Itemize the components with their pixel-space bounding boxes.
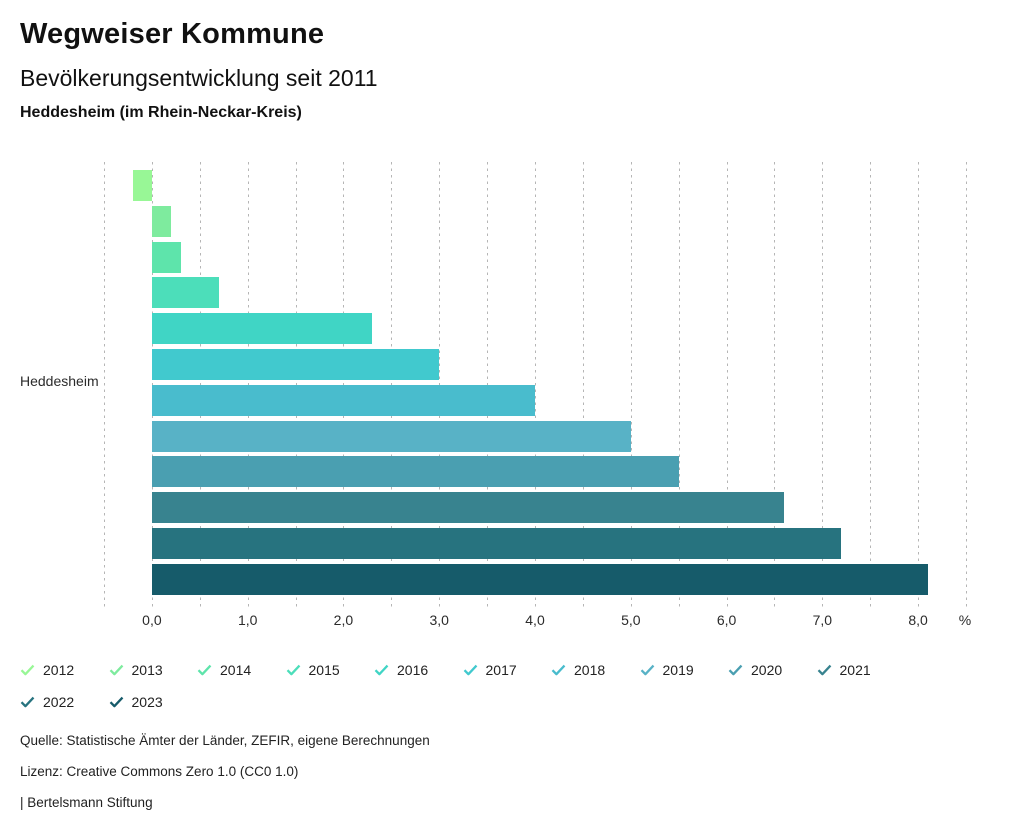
bar-2022[interactable] [151,528,842,559]
x-axis-unit-label: % [958,612,972,628]
legend-label: 2020 [751,662,783,678]
chart-legend: 2012 2013 2014 2015 2016 2017 2018 2019 2020 2021… [20,654,910,718]
x-tick-label: 3,0 [429,612,449,628]
legend-label: 2013 [131,662,163,678]
legend-item-2014[interactable]: 2014 [197,654,286,686]
check-icon [817,664,832,676]
bar-2013[interactable] [151,205,172,237]
bar-2012[interactable] [132,170,152,201]
gridline [535,162,536,607]
bar-2017[interactable] [151,349,440,380]
legend-label: 2014 [220,662,252,678]
chart-location-subtitle: Heddesheim (im Rhein-Neckar-Kreis) [20,104,302,121]
x-tick-label: 6,0 [716,612,737,628]
x-tick-label: 4,0 [525,612,545,628]
legend-label: 2023 [131,694,163,710]
legend-item-2012[interactable]: 2012 [20,654,109,686]
legend-item-2015[interactable]: 2015 [286,654,375,686]
bar-2018[interactable] [151,384,535,416]
gridline [582,162,584,607]
gridline [870,162,872,607]
bar-2015[interactable] [151,277,219,309]
gridline [151,162,153,607]
legend-label: 2022 [43,694,75,710]
check-icon [286,664,301,676]
gridline [630,162,632,607]
gridline [726,162,728,607]
legend-label: 2019 [662,662,694,678]
gridline [966,162,967,607]
bar-2020[interactable] [151,456,679,488]
legend-label: 2016 [397,662,429,678]
gridline [678,162,680,607]
x-tick-label: 7,0 [812,612,833,628]
legend-item-2023[interactable]: 2023 [109,686,198,718]
source-text: Quelle: Statistische Ämter der Länder, Z… [20,733,430,748]
gridline [822,162,824,607]
x-tick-label: 0,0 [142,612,162,628]
legend-item-2021[interactable]: 2021 [817,654,906,686]
legend-label: 2021 [839,662,871,678]
legend-item-2016[interactable]: 2016 [374,654,463,686]
gridline [247,162,249,607]
bar-2021[interactable] [151,492,784,524]
check-icon [109,696,124,708]
legend-label: 2012 [43,662,75,678]
bar-chart-plot-area: % 0,0 1,0 2,0 3,0 4,0 5,0 6,0 7,0 8,0 [104,162,971,628]
x-tick-label: 2,0 [333,612,354,628]
gridline [199,162,201,607]
attribution-text: | Bertelsmann Stiftung [20,795,153,810]
gridline [439,162,441,607]
check-icon [640,664,655,676]
chart-title: Bevölkerungsentwicklung seit 2011 [20,65,378,91]
legend-label: 2015 [308,662,340,678]
gridline [918,162,920,607]
check-icon [109,664,124,676]
y-axis-category-label: Heddesheim [20,373,99,389]
license-text: Lizenz: Creative Commons Zero 1.0 (CC0 1… [20,764,299,779]
legend-label: 2018 [574,662,606,678]
check-icon [728,664,743,676]
bar-2019[interactable] [151,420,631,452]
page-title: Wegweiser Kommune [20,18,325,50]
gridline [343,162,345,607]
gridline [391,162,393,607]
bar-2016[interactable] [151,313,373,345]
check-icon [20,664,35,676]
legend-item-2018[interactable]: 2018 [551,654,640,686]
legend-item-2022[interactable]: 2022 [20,686,109,718]
bar-2014[interactable] [151,241,181,273]
gridline [104,162,105,607]
x-tick-label: 8,0 [908,612,928,628]
legend-item-2019[interactable]: 2019 [640,654,729,686]
check-icon [20,696,35,708]
bar-2023[interactable] [151,563,928,595]
check-icon [463,664,478,676]
gridline [295,162,297,607]
legend-item-2017[interactable]: 2017 [463,654,552,686]
legend-item-2020[interactable]: 2020 [728,654,817,686]
gridline [774,162,776,607]
legend-item-2013[interactable]: 2013 [109,654,198,686]
legend-label: 2017 [485,662,517,678]
x-tick-label: 1,0 [237,612,258,628]
x-tick-label: 5,0 [621,612,641,628]
check-icon [374,664,389,676]
check-icon [197,664,212,676]
gridline [487,162,489,607]
check-icon [551,664,566,676]
